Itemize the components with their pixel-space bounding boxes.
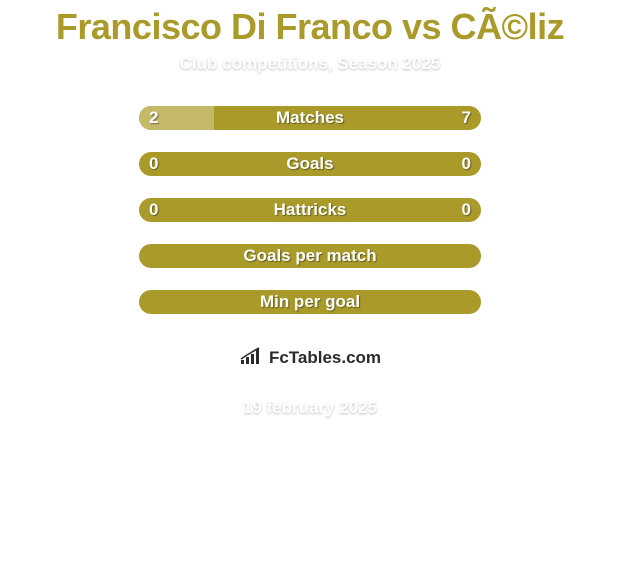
stat-value-right: 7: [462, 106, 471, 130]
stat-bar: 2Matches7: [139, 106, 481, 130]
player-marker-right: [507, 149, 612, 179]
stat-bar: 0Goals0: [139, 152, 481, 176]
chart-up-icon: [239, 346, 265, 371]
stat-label: Goals: [139, 152, 481, 176]
brand-box: FcTables.com: [202, 336, 418, 380]
stat-row: Min per goal: [0, 290, 620, 314]
stat-label: Goals per match: [139, 244, 481, 268]
stat-bar: Min per goal: [139, 290, 481, 314]
player-marker-right: [507, 103, 612, 133]
stat-row: Goals per match: [0, 244, 620, 268]
stat-bar: Goals per match: [139, 244, 481, 268]
comparison-rows: 2Matches70Goals00Hattricks0Goals per mat…: [0, 106, 620, 314]
stat-bar: 0Hattricks0: [139, 198, 481, 222]
brand-text: FcTables.com: [269, 348, 381, 368]
player-marker-left: [8, 149, 113, 179]
stat-row: 0Hattricks0: [0, 198, 620, 222]
stat-label: Min per goal: [139, 290, 481, 314]
stat-label: Matches: [139, 106, 481, 130]
stat-value-right: 0: [462, 152, 471, 176]
stat-label: Hattricks: [139, 198, 481, 222]
page-subtitle: Club competitions, Season 2025: [180, 54, 441, 74]
page-title: Francisco Di Franco vs CÃ©liz: [56, 6, 564, 48]
stat-row: 0Goals0: [0, 152, 620, 176]
player-marker-left: [8, 103, 113, 133]
stat-value-right: 0: [462, 198, 471, 222]
stat-row: 2Matches7: [0, 106, 620, 130]
date-text: 19 february 2025: [243, 398, 377, 418]
